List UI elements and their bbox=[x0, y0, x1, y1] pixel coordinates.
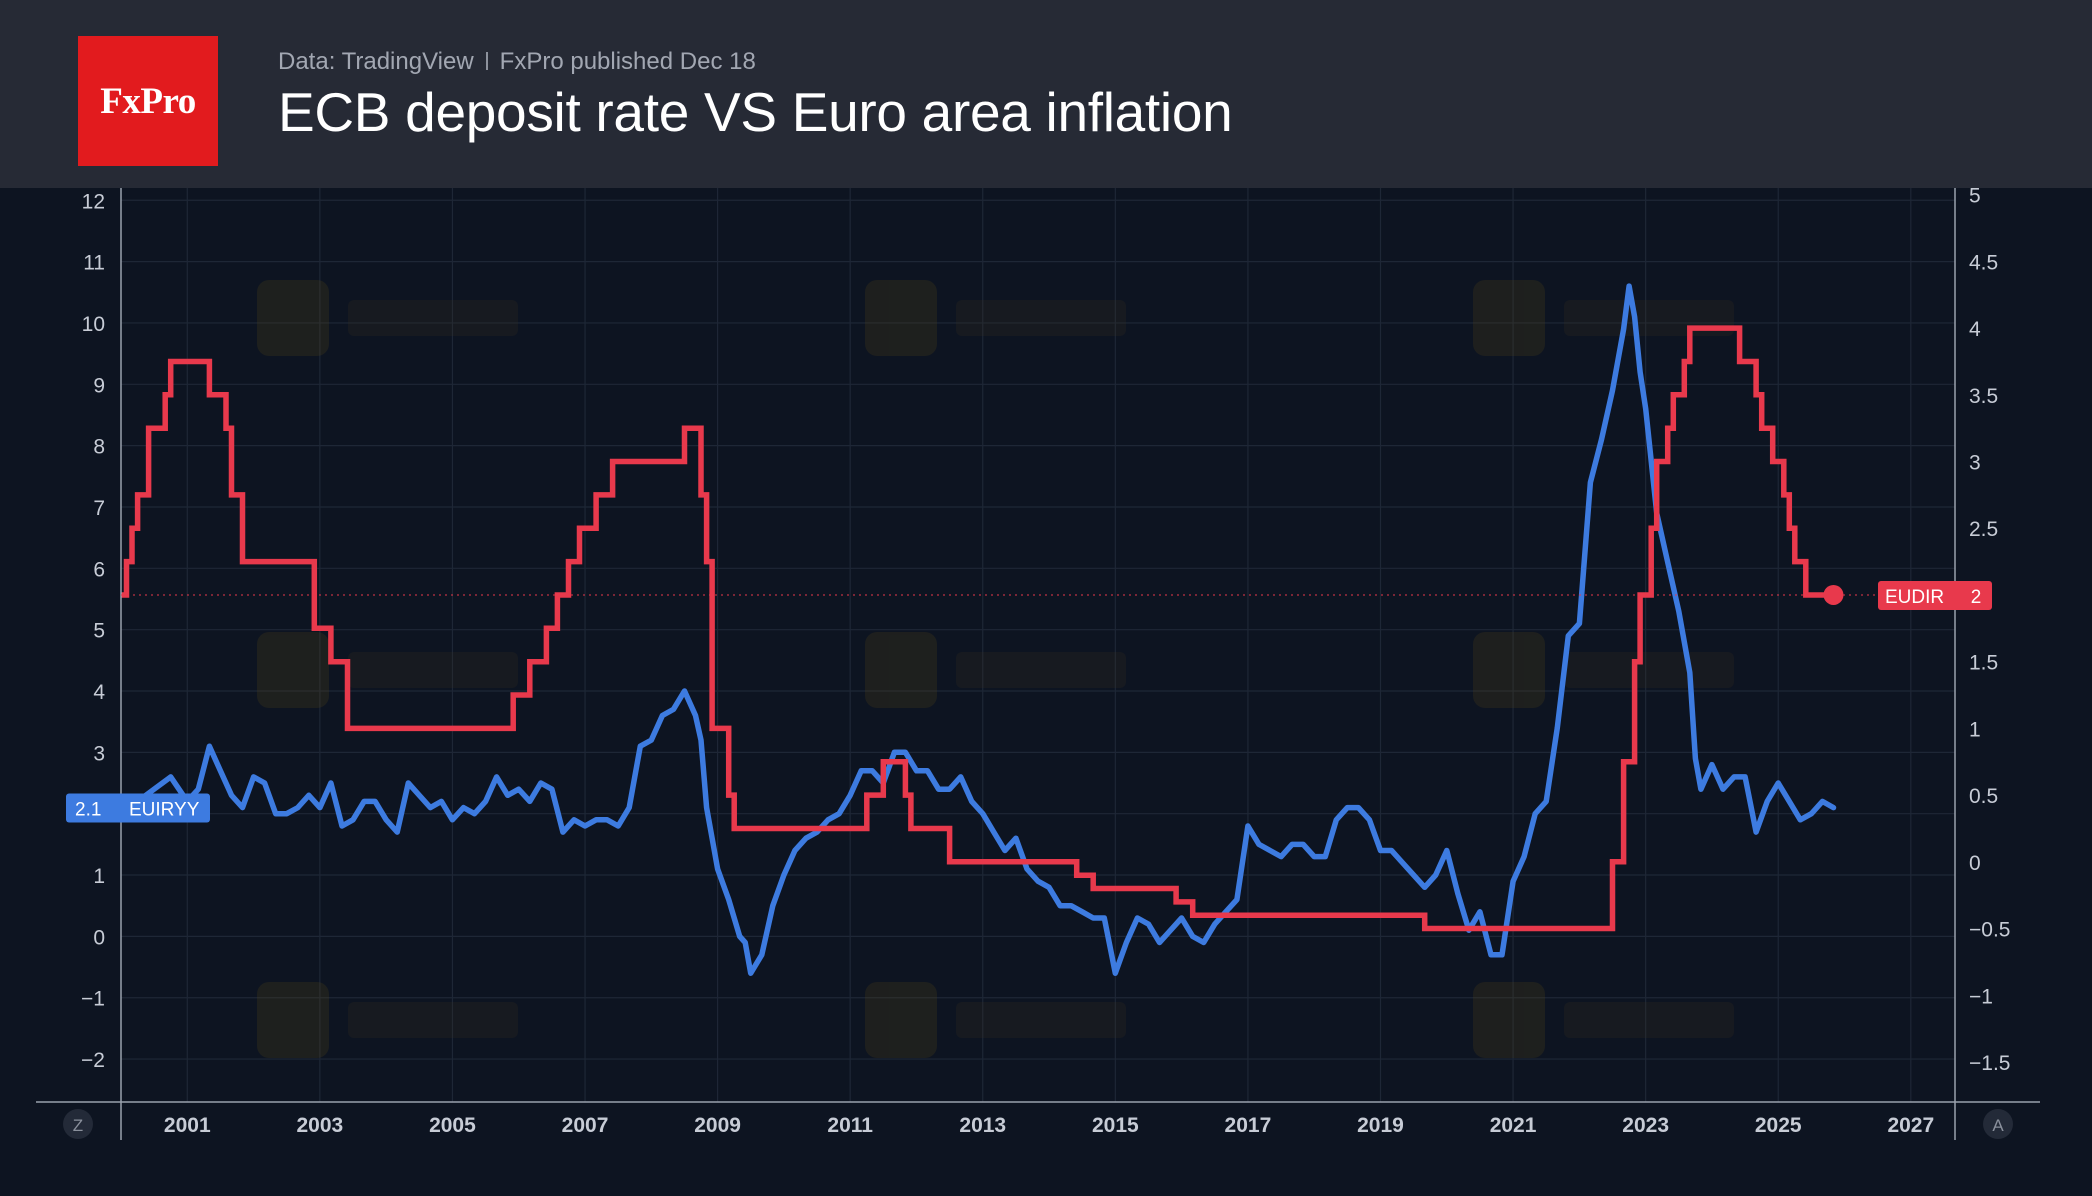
axes: 1211109876543210−1−254.543.532.521.510.5… bbox=[36, 188, 2040, 1140]
watermark-text-mark bbox=[348, 1002, 518, 1038]
eudir-last-value: 2 bbox=[1971, 587, 1982, 608]
subtitle: Data: TradingView FxPro published Dec 18 bbox=[278, 48, 756, 76]
right-axis-tick-label: 3.5 bbox=[1969, 385, 1998, 408]
watermark-logo-mark bbox=[257, 982, 329, 1058]
x-axis-tick-label: 2025 bbox=[1755, 1114, 1802, 1137]
data-source: Data: TradingView bbox=[278, 48, 474, 75]
x-axis-tick-label: 2005 bbox=[429, 1114, 476, 1137]
right-axis-tick-label: −0.5 bbox=[1969, 919, 2010, 942]
left-axis-tick-label: 12 bbox=[82, 190, 105, 213]
euiryy-label-box bbox=[66, 793, 210, 823]
right-axis-tick-label: 4.5 bbox=[1969, 251, 1998, 274]
chart-header: FxPro Data: TradingView FxPro published D… bbox=[0, 0, 2092, 188]
scale-auto-button[interactable]: A bbox=[1983, 1109, 2013, 1139]
watermark-text-mark bbox=[1564, 1002, 1734, 1038]
watermark-text-mark bbox=[956, 652, 1126, 688]
left-axis-tick-label: −1 bbox=[81, 988, 105, 1011]
watermark-logo-mark bbox=[1473, 280, 1545, 356]
fxpro-logo: FxPro bbox=[78, 36, 218, 166]
x-axis-tick-label: 2009 bbox=[694, 1114, 741, 1137]
series-line-euiryy bbox=[118, 283, 1837, 976]
right-axis-tick-label: −1.5 bbox=[1969, 1052, 2010, 1075]
series-line-eudir bbox=[121, 325, 1834, 932]
watermark-text-mark bbox=[348, 652, 518, 688]
separator bbox=[485, 52, 488, 70]
watermark-logo-mark bbox=[257, 280, 329, 356]
watermark-logo-mark bbox=[865, 982, 937, 1058]
watermark-layer bbox=[257, 280, 1734, 1058]
left-axis-tick-label: −2 bbox=[81, 1049, 105, 1072]
scale-z-button-label: Z bbox=[73, 1116, 83, 1135]
chart-area[interactable]: 1211109876543210−1−254.543.532.521.510.5… bbox=[0, 188, 2092, 1196]
euiryy-series-name: EUIRYY bbox=[129, 800, 200, 821]
watermark-logo-mark bbox=[865, 280, 937, 356]
x-axis-tick-label: 2007 bbox=[562, 1114, 609, 1137]
left-axis-tick-label: 9 bbox=[93, 374, 105, 397]
x-axis-tick-label: 2017 bbox=[1225, 1114, 1272, 1137]
right-axis-tick-label: 0.5 bbox=[1969, 785, 1998, 808]
x-axis-tick-label: 2023 bbox=[1622, 1114, 1669, 1137]
x-axis-tick-label: 2003 bbox=[297, 1114, 344, 1137]
right-axis-tick-label: 0 bbox=[1969, 852, 1981, 875]
left-axis-tick-label: 7 bbox=[93, 497, 105, 520]
eudir-series-name: EUDIR bbox=[1885, 587, 1944, 608]
series-lines bbox=[118, 283, 1837, 976]
left-axis-tick-label: 3 bbox=[93, 742, 105, 765]
left-axis-tick-label: 10 bbox=[82, 313, 105, 336]
scale-z-button[interactable]: Z bbox=[63, 1109, 93, 1139]
watermark-text-mark bbox=[348, 300, 518, 336]
left-axis-tick-label: 11 bbox=[83, 252, 105, 275]
x-axis-tick-label: 2001 bbox=[164, 1114, 211, 1137]
x-axis-tick-label: 2021 bbox=[1490, 1114, 1537, 1137]
watermark-logo-mark bbox=[1473, 982, 1545, 1058]
watermark-logo-mark bbox=[1473, 632, 1545, 708]
right-axis-tick-label: 2.5 bbox=[1969, 518, 1998, 541]
scale-z-button-circle bbox=[63, 1109, 93, 1139]
left-axis-tick-label: 0 bbox=[93, 926, 105, 949]
right-axis-tick-label: 1.5 bbox=[1969, 652, 1998, 675]
left-axis-tick-label: 4 bbox=[93, 681, 105, 704]
x-axis-tick-label: 2011 bbox=[827, 1114, 873, 1137]
watermark-text-mark bbox=[1564, 652, 1734, 688]
published-date: FxPro published Dec 18 bbox=[499, 48, 756, 75]
right-axis-tick-label: 3 bbox=[1969, 452, 1981, 475]
left-axis-tick-label: 6 bbox=[93, 558, 105, 581]
eudir-label-box bbox=[1878, 580, 1992, 610]
right-axis-tick-label: 4 bbox=[1969, 318, 1981, 341]
watermark-text-mark bbox=[956, 1002, 1126, 1038]
left-axis-tick-label: 8 bbox=[93, 436, 105, 459]
eudir-last-point bbox=[1823, 584, 1844, 605]
gridlines bbox=[121, 188, 1955, 1102]
scale-auto-button-label: A bbox=[1992, 1116, 2004, 1135]
chart-title: ECB deposit rate VS Euro area inflation bbox=[278, 81, 1233, 143]
value-labels: EUDIR 2 2.1 EUIRYY bbox=[66, 580, 1992, 823]
right-axis-tick-label: 1 bbox=[1969, 718, 1981, 741]
x-axis-tick-label: 2013 bbox=[959, 1114, 1006, 1137]
left-axis-tick-label: 1 bbox=[93, 865, 105, 888]
x-axis-tick-label: 2019 bbox=[1357, 1114, 1404, 1137]
watermark-logo-mark bbox=[865, 632, 937, 708]
right-axis-tick-label: −1 bbox=[1969, 985, 1993, 1008]
x-axis-tick-label: 2027 bbox=[1887, 1114, 1934, 1137]
watermark-text-mark bbox=[956, 300, 1126, 336]
left-axis-tick-label: 5 bbox=[93, 620, 105, 643]
right-axis-tick-label: 5 bbox=[1969, 188, 1981, 208]
logo-text: FxPro bbox=[100, 80, 196, 122]
watermark-logo-mark bbox=[257, 632, 329, 708]
scale-auto-button-circle bbox=[1983, 1109, 2013, 1139]
x-axis-tick-label: 2015 bbox=[1092, 1114, 1139, 1137]
euiryy-last-value: 2.1 bbox=[75, 800, 101, 821]
